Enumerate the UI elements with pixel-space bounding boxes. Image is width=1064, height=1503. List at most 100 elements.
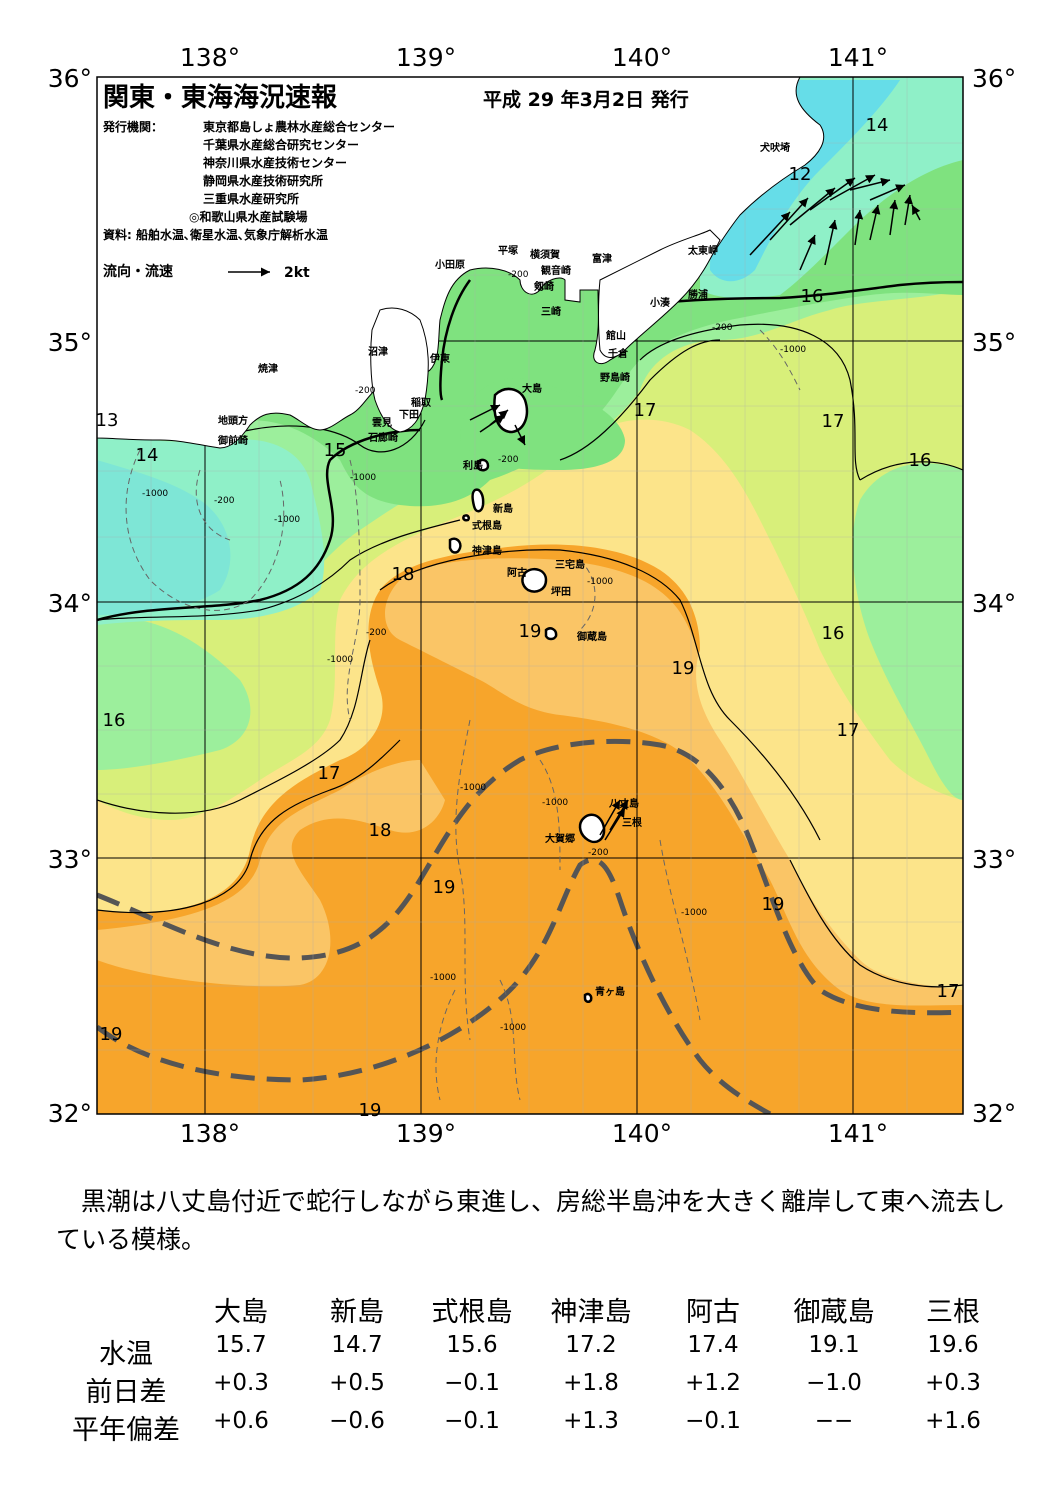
table-cell: +0.6 xyxy=(213,1408,269,1434)
svg-text:小田原: 小田原 xyxy=(434,258,465,271)
column-header: 大島 xyxy=(214,1297,268,1328)
table-cell: +1.3 xyxy=(563,1408,619,1434)
svg-text:17: 17 xyxy=(822,411,845,432)
svg-text:-1000: -1000 xyxy=(681,908,707,918)
svg-text:141°: 141° xyxy=(828,43,888,72)
table-cell: 15.7 xyxy=(215,1332,267,1358)
svg-text:36°: 36° xyxy=(972,64,1016,93)
table-cell: −1.0 xyxy=(806,1370,862,1396)
svg-text:勝浦: 勝浦 xyxy=(688,288,708,301)
svg-text:平塚: 平塚 xyxy=(498,244,518,257)
svg-text:三宅島: 三宅島 xyxy=(555,558,585,571)
svg-text:-1000: -1000 xyxy=(587,577,613,587)
svg-text:19: 19 xyxy=(433,877,456,898)
land-izu xyxy=(370,307,429,433)
island-aogashima xyxy=(583,992,593,1003)
svg-text:33°: 33° xyxy=(48,845,92,874)
table-cell: 17.4 xyxy=(687,1332,739,1358)
svg-text:33°: 33° xyxy=(972,845,1016,874)
svg-text:観音崎: 観音崎 xyxy=(541,264,571,277)
table-cell: 19.1 xyxy=(808,1332,860,1358)
row-label: 平年偏差 xyxy=(72,1415,180,1446)
svg-text:32°: 32° xyxy=(48,1099,92,1128)
svg-text:14: 14 xyxy=(136,445,159,466)
svg-text:八丈島: 八丈島 xyxy=(608,797,639,810)
issuer-list: 東京都島しょ農林水産総合センター 千葉県水産総合研究センター 神奈川県水産技術セ… xyxy=(189,119,395,224)
svg-text:神津島: 神津島 xyxy=(472,544,502,557)
water-16-west xyxy=(97,618,251,770)
svg-text:17: 17 xyxy=(634,400,657,421)
svg-text:坪田: 坪田 xyxy=(551,585,571,598)
isotherm-16-thick xyxy=(639,280,963,307)
svg-text:14: 14 xyxy=(866,115,889,136)
svg-text:19: 19 xyxy=(519,621,542,642)
table-cell: −− xyxy=(814,1408,854,1434)
svg-text:138°: 138° xyxy=(180,43,240,72)
svg-text:16: 16 xyxy=(103,710,126,731)
kuroshio-axis-loop xyxy=(97,857,772,1114)
map-area xyxy=(97,77,963,1114)
svg-text:-1000: -1000 xyxy=(780,345,806,355)
table-header-row: 大島 新島 式根島 神津島 阿古 御蔵島 三根 xyxy=(56,1290,1016,1332)
depth-labels: -200 -200 -200 -200 -200 -200 -200 -1000… xyxy=(142,270,806,1033)
svg-text:-1000: -1000 xyxy=(350,473,376,483)
islands xyxy=(448,387,606,1003)
column-header: 式根島 xyxy=(431,1297,513,1328)
table-cell: 19.6 xyxy=(927,1332,979,1358)
svg-text:稲取: 稲取 xyxy=(411,396,432,409)
table-cell: 15.6 xyxy=(446,1332,498,1358)
table-cell: +0.3 xyxy=(213,1370,269,1396)
kuroshio-axis-south xyxy=(97,738,963,1016)
svg-text:18: 18 xyxy=(392,564,415,585)
table-cell: +1.2 xyxy=(685,1370,741,1396)
svg-text:地頭方: 地頭方 xyxy=(218,414,248,427)
svg-text:雲見: 雲見 xyxy=(372,417,392,429)
svg-text:犬吠埼: 犬吠埼 xyxy=(760,141,790,154)
svg-text:-1000: -1000 xyxy=(542,798,568,808)
svg-text:-1000: -1000 xyxy=(460,783,486,793)
column-header: 阿古 xyxy=(686,1297,740,1328)
svg-text:19: 19 xyxy=(672,658,695,679)
table-cell: −0.6 xyxy=(329,1408,385,1434)
svg-text:-1000: -1000 xyxy=(274,515,300,525)
svg-text:-1000: -1000 xyxy=(327,655,353,665)
issuer-label: 発行機関： xyxy=(102,119,163,134)
svg-text:35°: 35° xyxy=(972,328,1016,357)
svg-text:石廊崎: 石廊崎 xyxy=(367,431,398,444)
svg-text:140°: 140° xyxy=(612,1119,672,1148)
svg-text:新島: 新島 xyxy=(493,502,513,515)
svg-text:-200: -200 xyxy=(355,386,376,396)
svg-text:沼津: 沼津 xyxy=(368,345,388,358)
data-sources: 資料: 船舶水温､衛星水温､気象庁解析水温 xyxy=(103,227,328,242)
column-header: 御蔵島 xyxy=(793,1297,875,1328)
table-row: 前日差 +0.3 +0.5 −0.1 +1.8 +1.2 −1.0 +0.3 xyxy=(56,1370,1016,1408)
place-names: 犬吠埼 太東岬 勝浦 小湊 富津 横須賀 観音崎 剱崎 三崎 平塚 小田原 館山… xyxy=(217,141,790,998)
svg-text:-200: -200 xyxy=(366,628,387,638)
svg-text:-200: -200 xyxy=(588,848,609,858)
svg-text:139°: 139° xyxy=(396,43,456,72)
svg-text:利島: 利島 xyxy=(463,459,483,472)
longitude-labels-top: 138° 139° 140° 141° xyxy=(180,43,888,72)
svg-text:剱崎: 剱崎 xyxy=(533,280,554,293)
svg-text:16: 16 xyxy=(909,450,932,471)
island-hachijo xyxy=(578,813,606,844)
longitude-labels-bottom: 138° 139° 140° 141° xyxy=(180,1119,888,1148)
row-label: 水温 xyxy=(99,1339,153,1370)
svg-text:焼津: 焼津 xyxy=(258,362,278,375)
isotherm-labels: 14 12 16 13 14 15 17 17 16 18 19 16 19 1… xyxy=(96,115,960,1121)
svg-text:千倉: 千倉 xyxy=(608,347,629,360)
svg-text:138°: 138° xyxy=(180,1119,240,1148)
table-row: 水温 15.7 14.7 15.6 17.2 17.4 19.1 19.6 xyxy=(56,1332,1016,1370)
island-niijima xyxy=(471,488,485,513)
svg-text:-200: -200 xyxy=(712,323,733,333)
water-16-east xyxy=(852,463,963,800)
svg-text:140°: 140° xyxy=(612,43,672,72)
svg-text:15: 15 xyxy=(324,440,347,461)
svg-text:17: 17 xyxy=(318,763,341,784)
svg-text:-1000: -1000 xyxy=(142,489,168,499)
svg-text:141°: 141° xyxy=(828,1119,888,1148)
current-vectors xyxy=(469,174,921,841)
table-cell: +1.8 xyxy=(563,1370,619,1396)
depth-contours xyxy=(125,329,801,1101)
svg-text:-1000: -1000 xyxy=(500,1023,526,1033)
